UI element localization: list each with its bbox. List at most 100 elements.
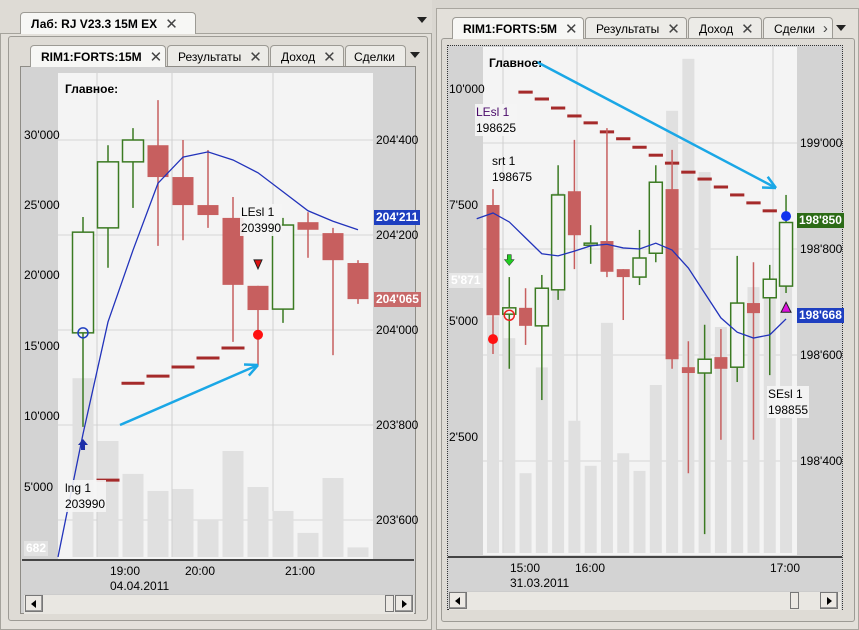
- candle-down: [172, 177, 194, 206]
- volume-bar: [649, 385, 662, 553]
- left-scrollbar[interactable]: [24, 594, 414, 614]
- tab-income[interactable]: Доход ✕: [688, 17, 762, 39]
- tab-label: Доход: [699, 21, 734, 36]
- date-label: 31.03.2011: [510, 576, 570, 590]
- tab-results[interactable]: Результаты ✕: [585, 17, 687, 39]
- arrow-right-icon[interactable]: [395, 595, 413, 612]
- tab-label: Сделки: [354, 49, 395, 64]
- arrow-left-icon[interactable]: [449, 592, 467, 609]
- date-label: 04.04.2011: [110, 579, 170, 593]
- tab-label: Сделки: [774, 21, 815, 36]
- volume-last-badge: 5'871: [449, 273, 483, 288]
- ma-last-badge: 198'668: [797, 308, 844, 323]
- close-icon[interactable]: ✕: [149, 48, 163, 66]
- left-price-chart: [57, 73, 373, 558]
- chevron-down-icon[interactable]: [410, 52, 420, 58]
- candle-up: [762, 278, 778, 299]
- candle-down: [600, 241, 614, 272]
- price-axis-label: 203'600: [376, 513, 419, 527]
- chevron-down-icon[interactable]: [417, 17, 427, 23]
- volume-bar: [97, 440, 119, 557]
- annotation-name: LEsl 1: [476, 105, 510, 119]
- annotation-value: 203990: [241, 221, 282, 235]
- time-label: 20:00: [185, 564, 216, 578]
- volume-axis-label: 30'000: [24, 127, 60, 142]
- tab-rim1-15m[interactable]: RIM1:FORTS:15M ✕: [30, 45, 166, 67]
- volume-bar: [272, 510, 294, 557]
- candle-up: [271, 224, 295, 310]
- annotation-name: lng 1: [65, 481, 92, 495]
- time-label: 16:00: [575, 561, 606, 575]
- buy-triangle-icon: [780, 301, 792, 313]
- volume-bar: [487, 316, 499, 553]
- volume-bar: [72, 378, 94, 557]
- arrow-down-icon: [503, 254, 515, 266]
- close-icon[interactable]: ✕: [565, 20, 578, 38]
- candle-down: [567, 191, 581, 236]
- candle-up: [502, 307, 517, 315]
- pane-title: Главное:: [489, 56, 543, 70]
- close-icon[interactable]: ✕: [667, 20, 680, 38]
- tab-results[interactable]: Результаты ✕: [167, 45, 269, 67]
- volume-axis-label: 15'000: [24, 338, 60, 353]
- arrow-left-icon[interactable]: [25, 595, 43, 612]
- candle-down: [297, 222, 319, 230]
- price-axis-label: 204'200: [376, 228, 419, 242]
- annotation-name: srt 1: [492, 154, 516, 168]
- arrow-right-icon[interactable]: [820, 592, 838, 609]
- time-label: 17:00: [770, 561, 801, 575]
- signal-dot-icon: [781, 211, 792, 222]
- chevron-right-icon[interactable]: ›: [822, 20, 828, 37]
- close-icon[interactable]: ✕: [323, 48, 336, 66]
- volume-axis-label: 25'000: [24, 198, 60, 212]
- volume-axis-label: 10'000: [24, 409, 60, 424]
- candle-down: [665, 189, 679, 360]
- time-label: 19:00: [110, 564, 141, 578]
- moving-average-line: [57, 151, 359, 558]
- tab-label: Результаты: [178, 49, 242, 64]
- pane-title: Главное:: [65, 82, 119, 96]
- scroll-thumb[interactable]: [385, 595, 394, 612]
- arrow-up-icon: [78, 438, 88, 450]
- close-last-badge: 198'850: [797, 213, 844, 228]
- signal-dot-icon: [253, 329, 263, 340]
- volume-bar: [617, 453, 630, 553]
- annotation-lesl: LEsl 1 198625: [475, 104, 518, 136]
- candle-up: [729, 302, 745, 368]
- candle-up: [71, 231, 95, 334]
- annotation-value: 198625: [476, 121, 517, 135]
- tab-rim1-5m[interactable]: RIM1:FORTS:5M ✕: [452, 17, 584, 39]
- time-label: 21:00: [285, 564, 316, 578]
- annotation-arrow: [536, 60, 777, 190]
- candle-down: [147, 145, 169, 178]
- tab-income[interactable]: Доход ✕: [270, 45, 344, 67]
- candle-up: [550, 194, 566, 291]
- close-icon[interactable]: ✕: [165, 15, 178, 33]
- candle-up: [778, 221, 794, 287]
- close-icon[interactable]: ✕: [249, 48, 262, 66]
- volume-bar: [122, 473, 144, 557]
- tab-deals[interactable]: Сделки: [345, 45, 406, 67]
- chevron-down-icon[interactable]: [836, 25, 846, 31]
- candle-up: [648, 181, 664, 254]
- price-axis-label: 204'400: [376, 133, 419, 147]
- volume-bar: [600, 322, 613, 553]
- volume-bar: [763, 288, 776, 553]
- scroll-thumb[interactable]: [790, 592, 799, 609]
- sell-triangle-icon: [253, 259, 263, 271]
- price-axis-label: 203'800: [376, 418, 419, 432]
- volume-bar: [568, 420, 581, 553]
- price-axis-label: 204'000: [376, 323, 419, 337]
- right-price-chart: [476, 47, 797, 554]
- right-scrollbar[interactable]: [449, 591, 841, 610]
- outer-tab-lab[interactable]: Лаб: RJ V23.3 15M EX ✕: [20, 12, 196, 34]
- moving-average-line: [476, 212, 787, 339]
- close-icon[interactable]: ✕: [741, 20, 754, 38]
- tab-label: Доход: [281, 49, 316, 64]
- annotation-name: LEsl 1: [241, 205, 275, 219]
- candle-down: [347, 263, 369, 300]
- volume-last-badge: 682: [24, 541, 49, 556]
- candle-up: [121, 139, 145, 163]
- signal-dot-icon: [488, 334, 498, 345]
- tab-deals[interactable]: Сделки ›: [763, 17, 833, 39]
